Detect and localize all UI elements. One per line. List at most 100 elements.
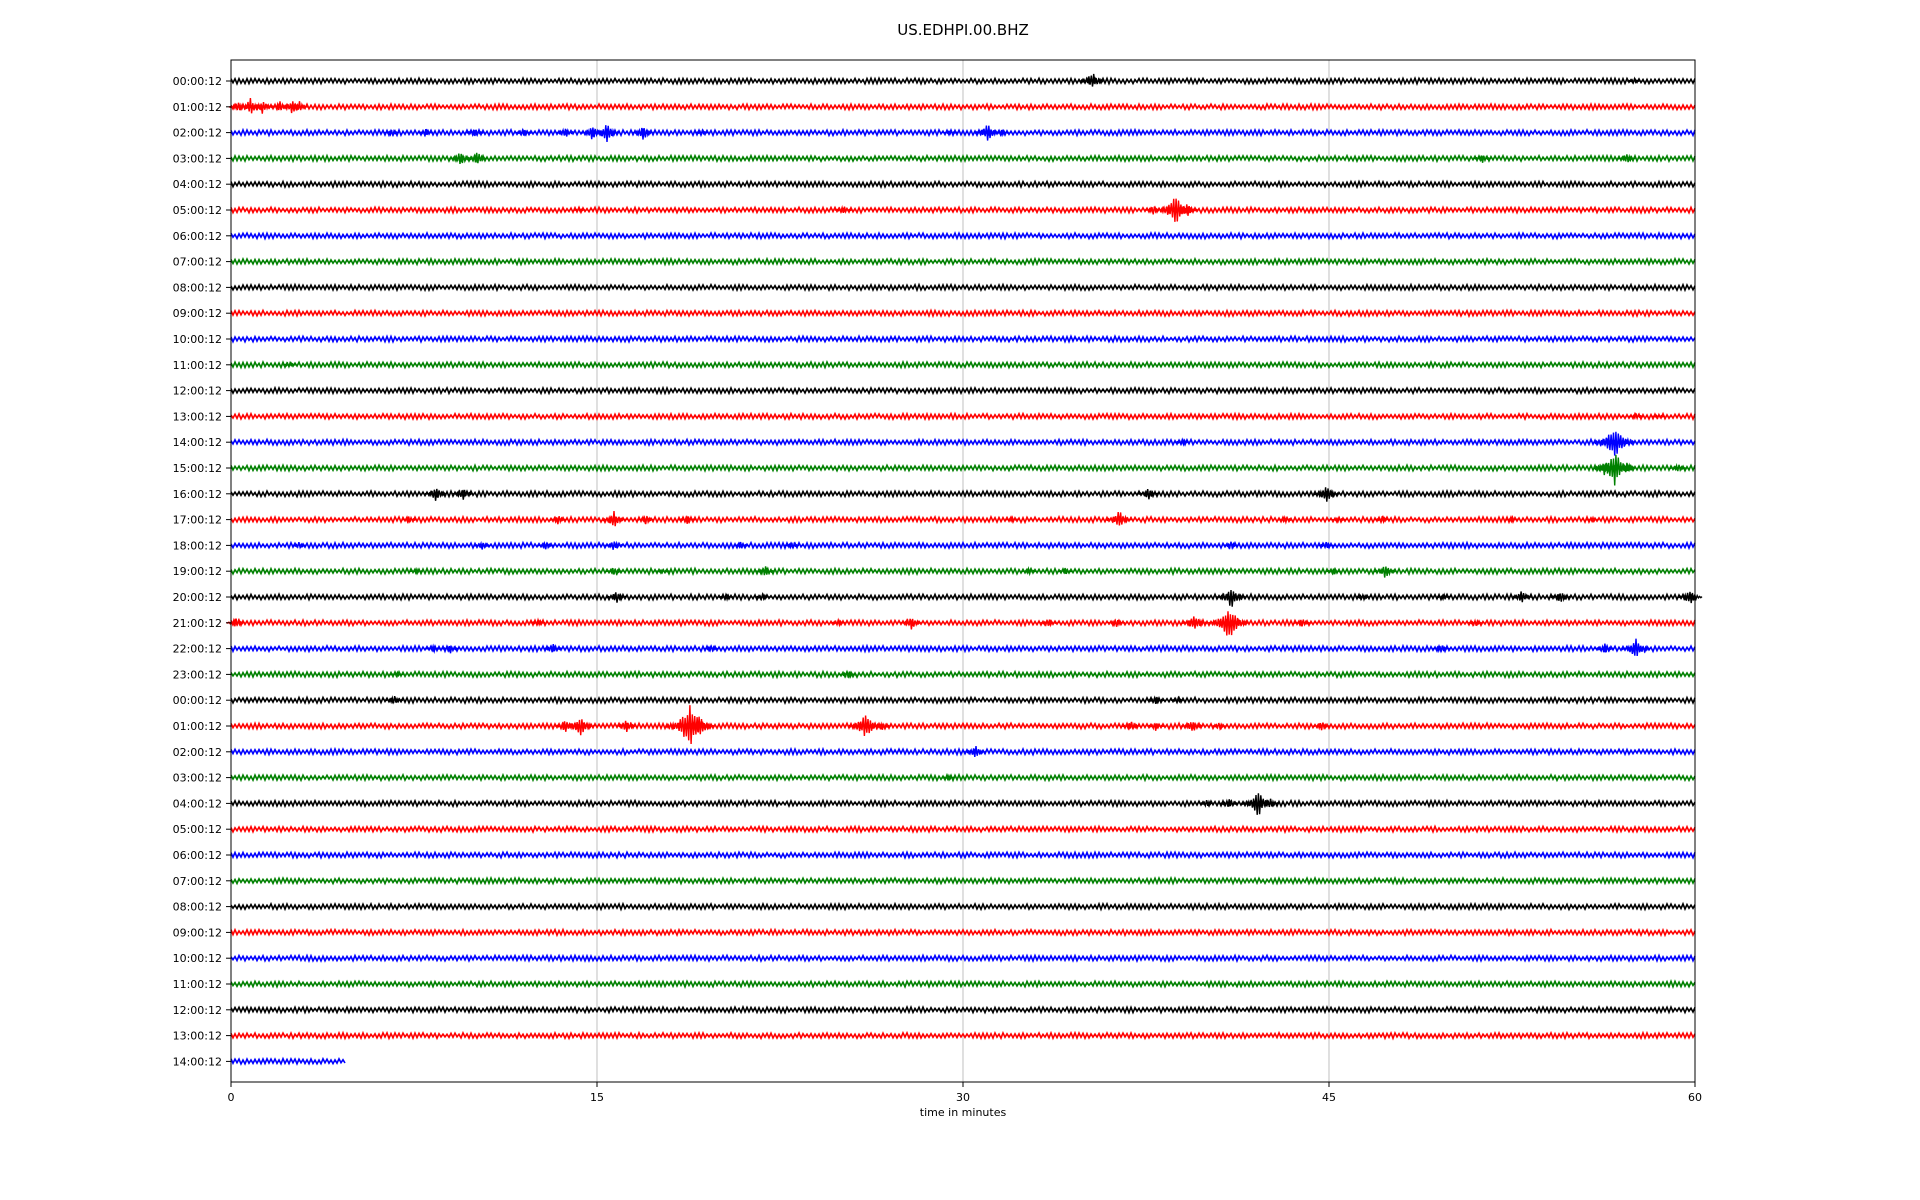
seismic-event — [593, 125, 620, 143]
seismic-event — [390, 670, 404, 678]
seismic-event — [251, 101, 274, 114]
row-time-label: 02:00:12 — [173, 746, 222, 759]
seismic-event — [384, 695, 404, 705]
row-time-label: 13:00:12 — [173, 410, 222, 423]
trace-row — [230, 901, 1696, 912]
seismic-event — [1585, 515, 1600, 523]
trace-row — [230, 127, 1696, 138]
seismic-event — [1355, 592, 1371, 602]
trace-row — [230, 746, 1696, 757]
trace-row — [230, 256, 1696, 267]
seismic-event — [1216, 589, 1246, 607]
seismic-event — [1677, 591, 1703, 604]
seismic-event — [631, 127, 655, 140]
seismic-event — [282, 360, 297, 369]
seismic-event — [1147, 723, 1165, 731]
x-tick-label: 30 — [956, 1091, 970, 1104]
row-time-label: 09:00:12 — [173, 307, 222, 320]
seismic-event — [1147, 695, 1165, 705]
row-time-label: 18:00:12 — [173, 539, 222, 552]
trace-row — [230, 979, 1696, 989]
seismic-event — [994, 129, 1010, 138]
seismic-event — [418, 128, 434, 138]
row-time-label: 21:00:12 — [173, 617, 222, 630]
seismic-event — [1277, 514, 1293, 525]
seismic-event — [963, 746, 987, 757]
seismic-event — [605, 592, 628, 603]
trace-row — [230, 772, 1696, 783]
trace-row — [230, 76, 1696, 86]
row-time-label: 03:00:12 — [173, 772, 222, 785]
seismic-event — [1039, 619, 1058, 628]
row-time-label: 08:00:12 — [173, 901, 222, 914]
seismic-event — [291, 542, 307, 550]
seismic-event — [1374, 516, 1390, 525]
seismic-event — [839, 671, 857, 679]
trace-row — [230, 359, 1696, 370]
trace-row — [230, 282, 1696, 293]
row-time-label: 05:00:12 — [173, 823, 222, 836]
seismic-event — [1651, 412, 1666, 420]
row-time-labels: 00:00:12 01:00:12 02:00:12 03:00:12 04:00:12… — [173, 75, 231, 1068]
trace-row — [230, 540, 1696, 551]
row-time-label: 05:00:12 — [173, 204, 222, 217]
trace-row — [230, 463, 1696, 473]
seismic-event — [1219, 798, 1238, 808]
row-time-label: 14:00:12 — [173, 1055, 222, 1068]
row-time-label: 00:00:12 — [173, 75, 222, 88]
row-time-label: 10:00:12 — [173, 333, 222, 346]
seismic-event — [1293, 619, 1311, 627]
trace-row — [230, 617, 1696, 628]
seismic-event — [1616, 462, 1636, 473]
seismic-event — [1627, 76, 1641, 85]
seismic-event — [1107, 618, 1126, 627]
row-time-label: 04:00:12 — [173, 797, 222, 810]
row-time-label: 06:00:12 — [173, 849, 222, 862]
row-time-label: 11:00:12 — [173, 978, 222, 991]
x-tick-label: 45 — [1322, 1091, 1336, 1104]
seismic-event — [1511, 591, 1533, 603]
seismic-event — [441, 645, 460, 654]
trace-row — [230, 205, 1696, 215]
seismic-event — [1467, 618, 1483, 627]
trace-row — [230, 824, 1696, 835]
trace-row — [230, 798, 1696, 809]
row-time-label: 10:00:12 — [173, 952, 222, 965]
seismic-event — [1170, 695, 1185, 705]
x-tick-label: 0 — [228, 1091, 235, 1104]
seismic-event — [1121, 721, 1141, 731]
x-axis-ticks: 0 15 30 45 60 — [228, 1082, 1702, 1104]
trace-row — [230, 230, 1696, 241]
seismic-event — [605, 567, 623, 576]
x-tick-label: 60 — [1688, 1091, 1702, 1104]
row-time-label: 15:00:12 — [173, 462, 222, 475]
seismic-event — [1174, 437, 1190, 447]
trace-row — [230, 1056, 346, 1066]
trace-row — [230, 308, 1696, 319]
seismic-event — [1313, 487, 1340, 502]
seismic-event — [636, 514, 655, 525]
row-time-label: 06:00:12 — [173, 230, 222, 243]
row-time-label: 13:00:12 — [173, 1030, 222, 1043]
row-time-label: 08:00:12 — [173, 281, 222, 294]
seismic-event — [1436, 592, 1451, 602]
seismic-event — [943, 129, 958, 136]
seismic-event — [1621, 638, 1651, 656]
trace-row — [230, 566, 1696, 577]
seismic-event — [466, 129, 484, 138]
seismic-event — [900, 618, 923, 630]
trace-row — [230, 179, 1696, 190]
seismic-event — [684, 716, 715, 735]
seismic-event — [1505, 514, 1519, 524]
seismic-event — [873, 721, 892, 731]
x-axis-label: time in minutes — [920, 1106, 1007, 1119]
seismic-event — [1176, 204, 1198, 216]
trace-row — [230, 695, 1696, 706]
seismic-event — [656, 567, 670, 575]
row-time-label: 01:00:12 — [173, 720, 222, 733]
seismic-event — [1004, 515, 1019, 523]
seismic-event — [615, 720, 637, 732]
trace-area — [226, 73, 1703, 1066]
seismic-event — [448, 153, 472, 164]
